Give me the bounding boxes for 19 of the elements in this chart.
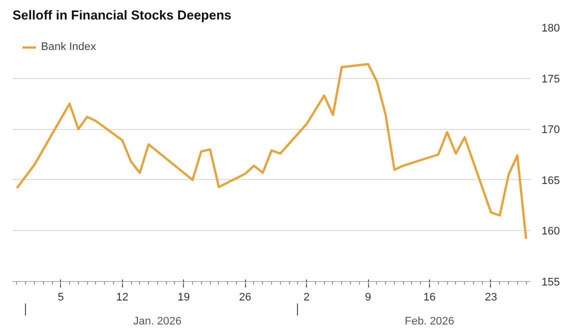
x-tick-label: 2 bbox=[304, 292, 310, 304]
x-tick-label: 5 bbox=[58, 292, 64, 304]
x-tick-label: 16 bbox=[423, 292, 436, 304]
x-tick-label: 12 bbox=[116, 292, 128, 304]
x-tick-label: 9 bbox=[365, 292, 372, 304]
y-tick-label: 180 bbox=[542, 22, 560, 34]
text: Jan. 2026 bbox=[133, 316, 182, 328]
line-series bbox=[16, 62, 528, 240]
x-tick-label: 23 bbox=[484, 292, 498, 304]
text: Feb. 2026 bbox=[404, 316, 454, 328]
y-tick-label: 165 bbox=[542, 174, 560, 187]
y-tick-label: 160 bbox=[542, 226, 560, 238]
x-tick-label: 26 bbox=[239, 292, 252, 304]
y-tick-label: 155 bbox=[542, 276, 560, 288]
y-tick-label: 175 bbox=[542, 73, 560, 86]
x-tick-label: 19 bbox=[178, 292, 190, 304]
legend-label: Bank Index bbox=[41, 41, 96, 53]
y-tick-label: 170 bbox=[542, 124, 560, 136]
chart-title: Selloff in Financial Stocks Deepens bbox=[12, 8, 232, 22]
